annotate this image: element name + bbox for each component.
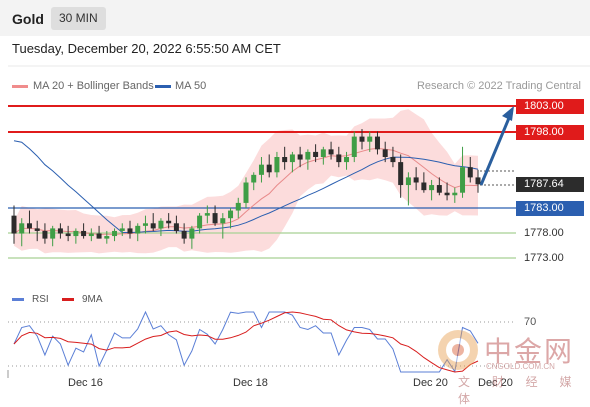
candle-body xyxy=(96,233,102,239)
ma50-legend-label: MA 50 xyxy=(175,80,207,92)
candle-body xyxy=(57,228,63,234)
rsi-ma-legend-label: 9MA xyxy=(82,294,103,305)
candle-body xyxy=(197,215,203,229)
candle-body xyxy=(266,164,272,173)
candle-body xyxy=(181,230,187,239)
candle-body xyxy=(282,157,288,163)
candle-body xyxy=(382,149,388,157)
rsi-70-label: 70 xyxy=(524,316,537,328)
candle-body xyxy=(158,220,164,229)
candle-body xyxy=(73,230,79,237)
candle-body xyxy=(34,228,40,231)
rsi-line xyxy=(13,310,479,373)
candle-body xyxy=(359,136,365,142)
level-label-1798: 1798.00 xyxy=(516,125,584,140)
candle-body xyxy=(220,218,226,224)
candles-group xyxy=(11,128,481,249)
instrument-title: Gold xyxy=(12,11,44,27)
candle-body xyxy=(112,230,118,237)
candle-body xyxy=(351,136,357,157)
candle-body xyxy=(173,223,179,231)
candle-body xyxy=(235,202,241,211)
candle-body xyxy=(367,136,373,142)
watermark-sub: 文 财 经 媒 体 xyxy=(458,375,581,406)
candle-body xyxy=(436,185,442,193)
candle-body xyxy=(305,151,311,160)
candle-body xyxy=(19,223,25,234)
candle-body xyxy=(452,192,458,196)
candle-body xyxy=(313,151,319,157)
candle-body xyxy=(212,213,218,224)
candle-body xyxy=(460,167,466,193)
candle-body xyxy=(189,228,195,239)
x-tick-dec16: Dec 16 xyxy=(68,377,103,389)
candle-body xyxy=(243,182,249,203)
chart-datetime: Tuesday, December 20, 2022 6:55:50 AM CE… xyxy=(12,41,281,56)
candle-body xyxy=(336,154,342,163)
ma20-legend-label: MA 20 + Bollinger Bands xyxy=(33,80,154,92)
level-label-1778: 1778.00 xyxy=(524,227,564,239)
candle-body xyxy=(119,228,125,231)
candle-body xyxy=(251,174,257,183)
candle-body xyxy=(204,213,210,216)
candle-body xyxy=(142,223,148,226)
ma50-legend-swatch xyxy=(155,85,171,88)
watermark-logo-icon xyxy=(438,330,478,370)
candle-body xyxy=(127,228,133,234)
candle-body xyxy=(81,230,87,237)
x-tick-dec20a: Dec 20 xyxy=(413,377,448,389)
x-tick-dec20b: Dec 20 xyxy=(478,377,513,389)
candle-body xyxy=(289,154,295,163)
candle-body xyxy=(297,154,303,160)
candle-body xyxy=(166,220,172,224)
level-label-1803: 1803.00 xyxy=(516,99,584,114)
candle-body xyxy=(320,149,326,157)
credit-text: Research © 2022 Trading Central xyxy=(416,80,581,92)
rsi-legend-label: RSI xyxy=(32,294,49,305)
candle-body xyxy=(11,215,17,234)
forecast-arrow-shaft xyxy=(479,117,511,186)
candle-body xyxy=(104,236,110,239)
level-label-1773: 1773.00 xyxy=(524,252,564,264)
x-tick-dec18: Dec 18 xyxy=(233,377,268,389)
candle-body xyxy=(467,167,473,178)
candle-body xyxy=(444,192,450,196)
candle-body xyxy=(26,223,32,229)
watermark-url: CNGOLD.COM.CN xyxy=(486,362,555,371)
candle-body xyxy=(344,157,350,163)
candle-body xyxy=(390,157,396,163)
candle-body xyxy=(88,233,94,237)
last-price-label: 1787.64 xyxy=(516,177,584,192)
candle-body xyxy=(258,164,264,175)
candle-body xyxy=(274,157,280,173)
candle-body xyxy=(150,223,156,229)
level-label-1783: 1783.00 xyxy=(516,201,584,216)
candle-body xyxy=(413,177,419,183)
rsi-ma-legend-swatch xyxy=(62,298,74,301)
candle-body xyxy=(405,177,411,186)
watermark-name: 中金网 xyxy=(484,335,575,368)
candle-body xyxy=(475,177,481,185)
rsi-ma-line xyxy=(13,311,479,373)
forecast-arrow-head xyxy=(502,106,514,121)
candle-body xyxy=(429,185,435,191)
candle-body xyxy=(421,182,427,191)
candle-body xyxy=(398,162,404,186)
candle-body xyxy=(328,149,334,155)
rsi-legend-swatch xyxy=(12,298,24,301)
candle-body xyxy=(228,210,234,219)
candle-body xyxy=(42,230,48,239)
candle-body xyxy=(65,233,71,237)
candle-body xyxy=(50,228,56,239)
candle-body xyxy=(135,225,141,234)
candle-body xyxy=(374,136,380,150)
ma20-legend-swatch xyxy=(12,85,28,88)
timeframe-button[interactable]: 30 MIN xyxy=(51,7,106,30)
